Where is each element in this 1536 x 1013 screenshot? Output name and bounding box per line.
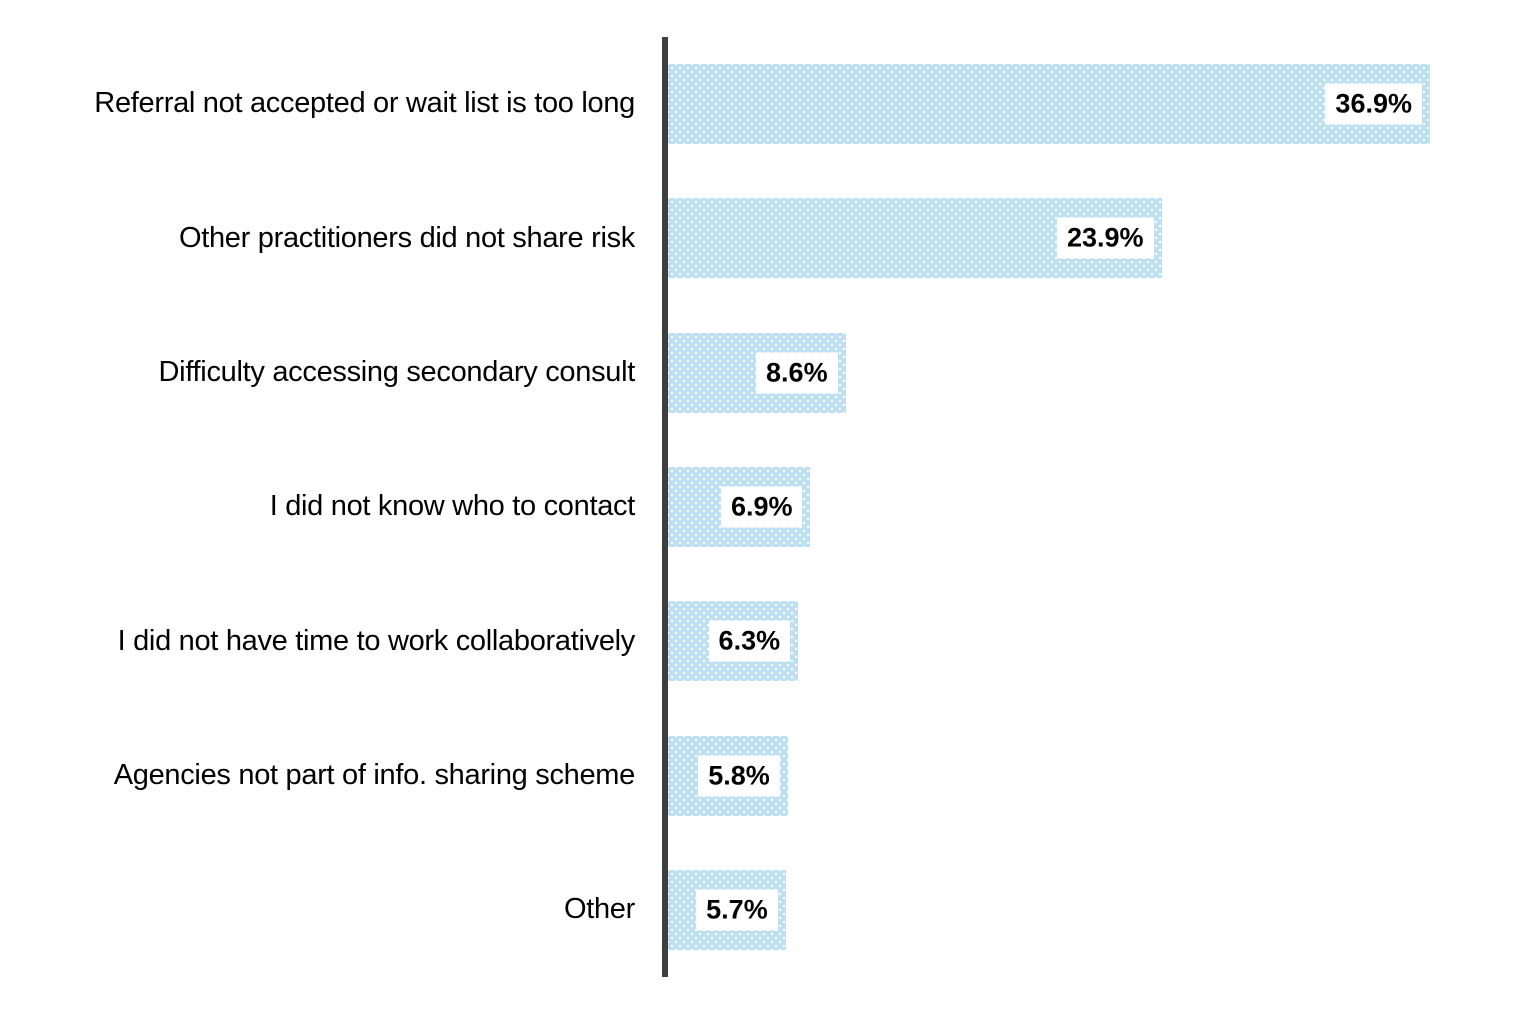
bar-track: 36.9% [668,37,1536,171]
category-label: Agencies not part of info. sharing schem… [113,758,636,791]
value-label-box: 23.9% [1056,217,1154,259]
bar: 5.7% [668,869,786,950]
value-label: 6.9% [730,491,793,522]
chart-row: Difficulty accessing secondary consult 8.… [0,306,1536,440]
chart-row: Agencies not part of info. sharing schem… [0,708,1536,842]
bar-track: 6.9% [668,440,1536,574]
category-label: Difficulty accessing secondary consult [158,356,636,389]
category-label: I did not have time to work collaborativ… [117,624,636,657]
chart-row: Other practitioners did not share risk 23… [0,171,1536,305]
value-label-box: 6.3% [708,620,791,662]
bar-track: 5.8% [668,708,1536,842]
bar-track: 6.3% [668,574,1536,708]
value-label: 36.9% [1335,88,1412,119]
bar-track: 8.6% [668,306,1536,440]
value-label-box: 8.6% [756,352,838,394]
bar-track: 5.7% [668,843,1536,977]
chart-row: Referral not accepted or wait list is to… [0,37,1536,171]
chart-row: Other 5.7% [0,843,1536,977]
category-axis-line [662,37,668,977]
bar-rows: Referral not accepted or wait list is to… [0,37,1536,977]
value-label: 23.9% [1066,222,1144,253]
bar: 6.9% [668,466,811,547]
category-label: Other [563,893,635,926]
bar: 36.9% [668,64,1430,145]
bar-track: 23.9% [668,171,1536,305]
value-label-box: 6.9% [720,486,803,528]
chart-row: I did not know who to contact 6.9% [0,440,1536,574]
bar: 5.8% [668,735,788,816]
value-label-box: 5.8% [698,755,780,797]
value-label: 5.7% [706,894,768,925]
chart-row: I did not have time to work collaborativ… [0,574,1536,708]
bar: 23.9% [668,198,1162,279]
value-label: 5.8% [708,760,770,791]
value-label-box: 5.7% [696,889,778,931]
value-label-box: 36.9% [1325,83,1422,125]
category-label: I did not know who to contact [269,490,636,523]
value-label: 8.6% [766,357,828,388]
category-label: Other practitioners did not share risk [178,221,635,254]
bar: 8.6% [668,332,846,413]
value-label: 6.3% [718,625,781,656]
category-label: Referral not accepted or wait list is to… [94,87,635,120]
bar: 6.3% [668,601,799,682]
